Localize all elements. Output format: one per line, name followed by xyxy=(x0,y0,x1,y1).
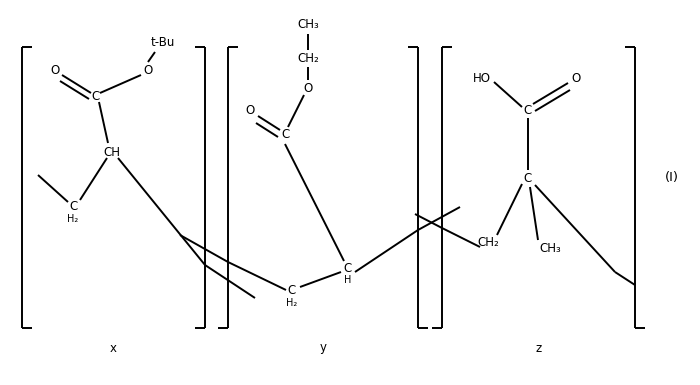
Text: O: O xyxy=(144,64,153,77)
Text: O: O xyxy=(571,72,580,84)
Text: O: O xyxy=(246,104,255,117)
Text: C: C xyxy=(69,201,77,214)
Text: C: C xyxy=(524,171,532,184)
Text: CH₃: CH₃ xyxy=(539,241,561,254)
Text: C: C xyxy=(344,261,352,275)
Text: CH: CH xyxy=(104,146,120,159)
Text: CH₃: CH₃ xyxy=(297,18,319,32)
Text: H₂: H₂ xyxy=(286,298,297,308)
Text: C: C xyxy=(288,285,296,298)
Text: CH₂: CH₂ xyxy=(477,236,499,248)
Text: CH₂: CH₂ xyxy=(297,52,319,65)
Text: t-Bu: t-Bu xyxy=(150,35,175,49)
Text: x: x xyxy=(110,341,117,355)
Text: H: H xyxy=(344,275,351,285)
Text: y: y xyxy=(319,341,326,355)
Text: HO: HO xyxy=(473,72,491,84)
Text: C: C xyxy=(524,104,532,117)
Text: z: z xyxy=(536,341,542,355)
Text: (I): (I) xyxy=(665,171,679,184)
Text: C: C xyxy=(91,90,99,104)
Text: O: O xyxy=(303,82,313,94)
Text: C: C xyxy=(281,129,289,142)
Text: H₂: H₂ xyxy=(67,214,78,224)
Text: O: O xyxy=(50,64,60,77)
